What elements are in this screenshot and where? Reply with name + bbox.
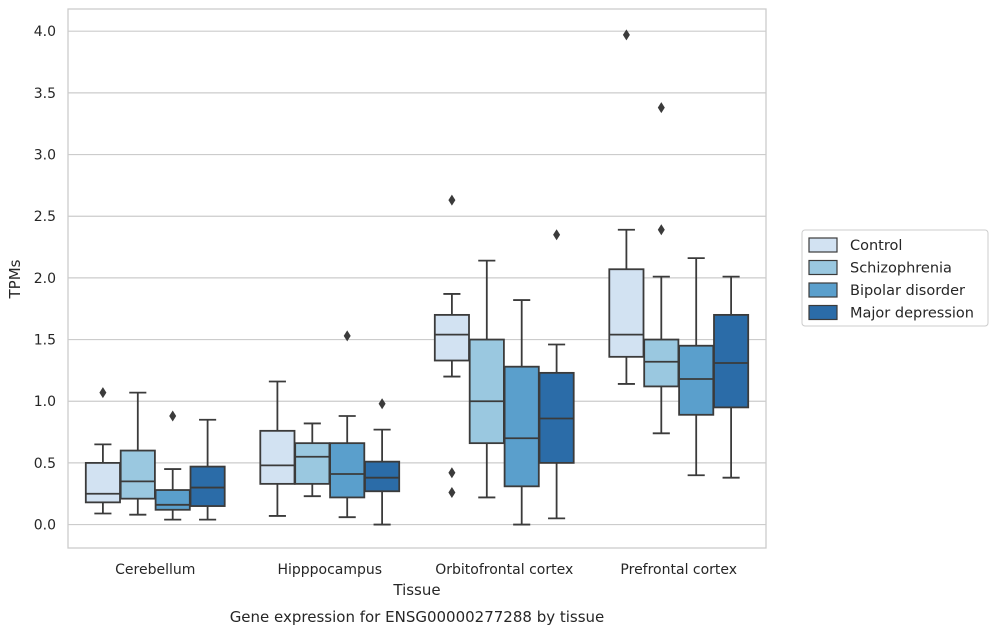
x-axis-ticks: Cerebellum Hipppocampus Orbitofrontal cort… bbox=[115, 562, 737, 578]
y-axis-ticks: 0.0 0.5 1.0 1.5 2.0 2.5 3.0 3.5 4.0 bbox=[34, 24, 56, 533]
box-group bbox=[329, 330, 366, 519]
x-axis-label: Tissue bbox=[392, 581, 440, 599]
x-tick-label: Orbitofrontal cortex bbox=[435, 562, 573, 578]
x-tick-label: Prefrontal cortex bbox=[620, 562, 737, 578]
outlier-point bbox=[657, 102, 665, 114]
outlier-point bbox=[448, 194, 456, 206]
box-iqr bbox=[433, 313, 470, 362]
box-group bbox=[678, 257, 715, 477]
legend-label: Schizophrenia bbox=[850, 261, 952, 277]
legend-swatch bbox=[808, 259, 838, 276]
box-iqr bbox=[189, 465, 226, 507]
outlier-point bbox=[622, 29, 630, 41]
box-group bbox=[538, 229, 575, 520]
y-tick-label: 1.5 bbox=[34, 333, 56, 349]
legend-frame bbox=[801, 229, 989, 327]
legend-swatch bbox=[808, 237, 838, 253]
legend-items: Control Schizophrenia Bipolar disorder Majo… bbox=[808, 237, 974, 322]
y-tick-label: 1.0 bbox=[34, 394, 56, 410]
outlier-point bbox=[378, 398, 386, 410]
box-iqr bbox=[329, 442, 366, 499]
box-iqr bbox=[259, 429, 296, 485]
box-group bbox=[713, 275, 750, 479]
box-iqr bbox=[294, 442, 331, 485]
y-tick-label: 4.0 bbox=[34, 24, 56, 40]
box-group bbox=[503, 299, 540, 526]
outlier-point bbox=[343, 330, 351, 342]
legend-label: Control bbox=[850, 238, 902, 254]
y-tick-label: 3.5 bbox=[34, 86, 56, 102]
outlier-point bbox=[99, 387, 107, 399]
box-group bbox=[364, 398, 401, 526]
chart-caption: Gene expression for ENSG00000277288 by t… bbox=[230, 608, 605, 626]
box-iqr bbox=[84, 461, 121, 504]
legend: Control Schizophrenia Bipolar disorder Majo… bbox=[801, 229, 989, 327]
box-iqr bbox=[678, 344, 715, 416]
grid-lines bbox=[68, 30, 766, 526]
outlier-point bbox=[657, 224, 665, 236]
box-group bbox=[608, 29, 645, 385]
legend-swatch bbox=[808, 304, 838, 321]
box-group bbox=[643, 102, 680, 435]
box-group bbox=[294, 422, 331, 498]
y-axis-label: TPMs bbox=[6, 259, 24, 299]
y-tick-label: 0.0 bbox=[34, 518, 56, 534]
box-iqr bbox=[154, 489, 191, 511]
box-iqr bbox=[643, 338, 680, 388]
legend-label: Bipolar disorder bbox=[850, 283, 965, 299]
x-tick-label: Cerebellum bbox=[115, 562, 195, 578]
box-iqr bbox=[364, 460, 401, 493]
box-iqr bbox=[503, 365, 540, 488]
box-iqr bbox=[119, 449, 156, 500]
y-tick-label: 2.0 bbox=[34, 271, 56, 287]
box-group bbox=[119, 391, 156, 516]
outlier-point bbox=[448, 467, 456, 479]
box-group bbox=[84, 387, 121, 515]
legend-swatch bbox=[808, 282, 838, 298]
boxes bbox=[84, 29, 750, 526]
box-group bbox=[468, 259, 505, 499]
y-tick-label: 2.5 bbox=[34, 209, 56, 225]
legend-label: Major depression bbox=[850, 306, 974, 322]
box-group bbox=[433, 194, 470, 498]
box-iqr bbox=[468, 338, 505, 445]
y-tick-label: 0.5 bbox=[34, 456, 56, 472]
outlier-point bbox=[169, 410, 177, 422]
outlier-point bbox=[553, 229, 561, 241]
plot-frame bbox=[67, 8, 767, 549]
box-group bbox=[154, 410, 191, 521]
box-iqr bbox=[713, 313, 750, 409]
x-tick-label: Hipppocampus bbox=[277, 562, 382, 578]
y-tick-label: 3.0 bbox=[34, 148, 56, 164]
box-group bbox=[189, 418, 226, 521]
box-iqr bbox=[608, 268, 645, 358]
outlier-point bbox=[448, 486, 456, 498]
